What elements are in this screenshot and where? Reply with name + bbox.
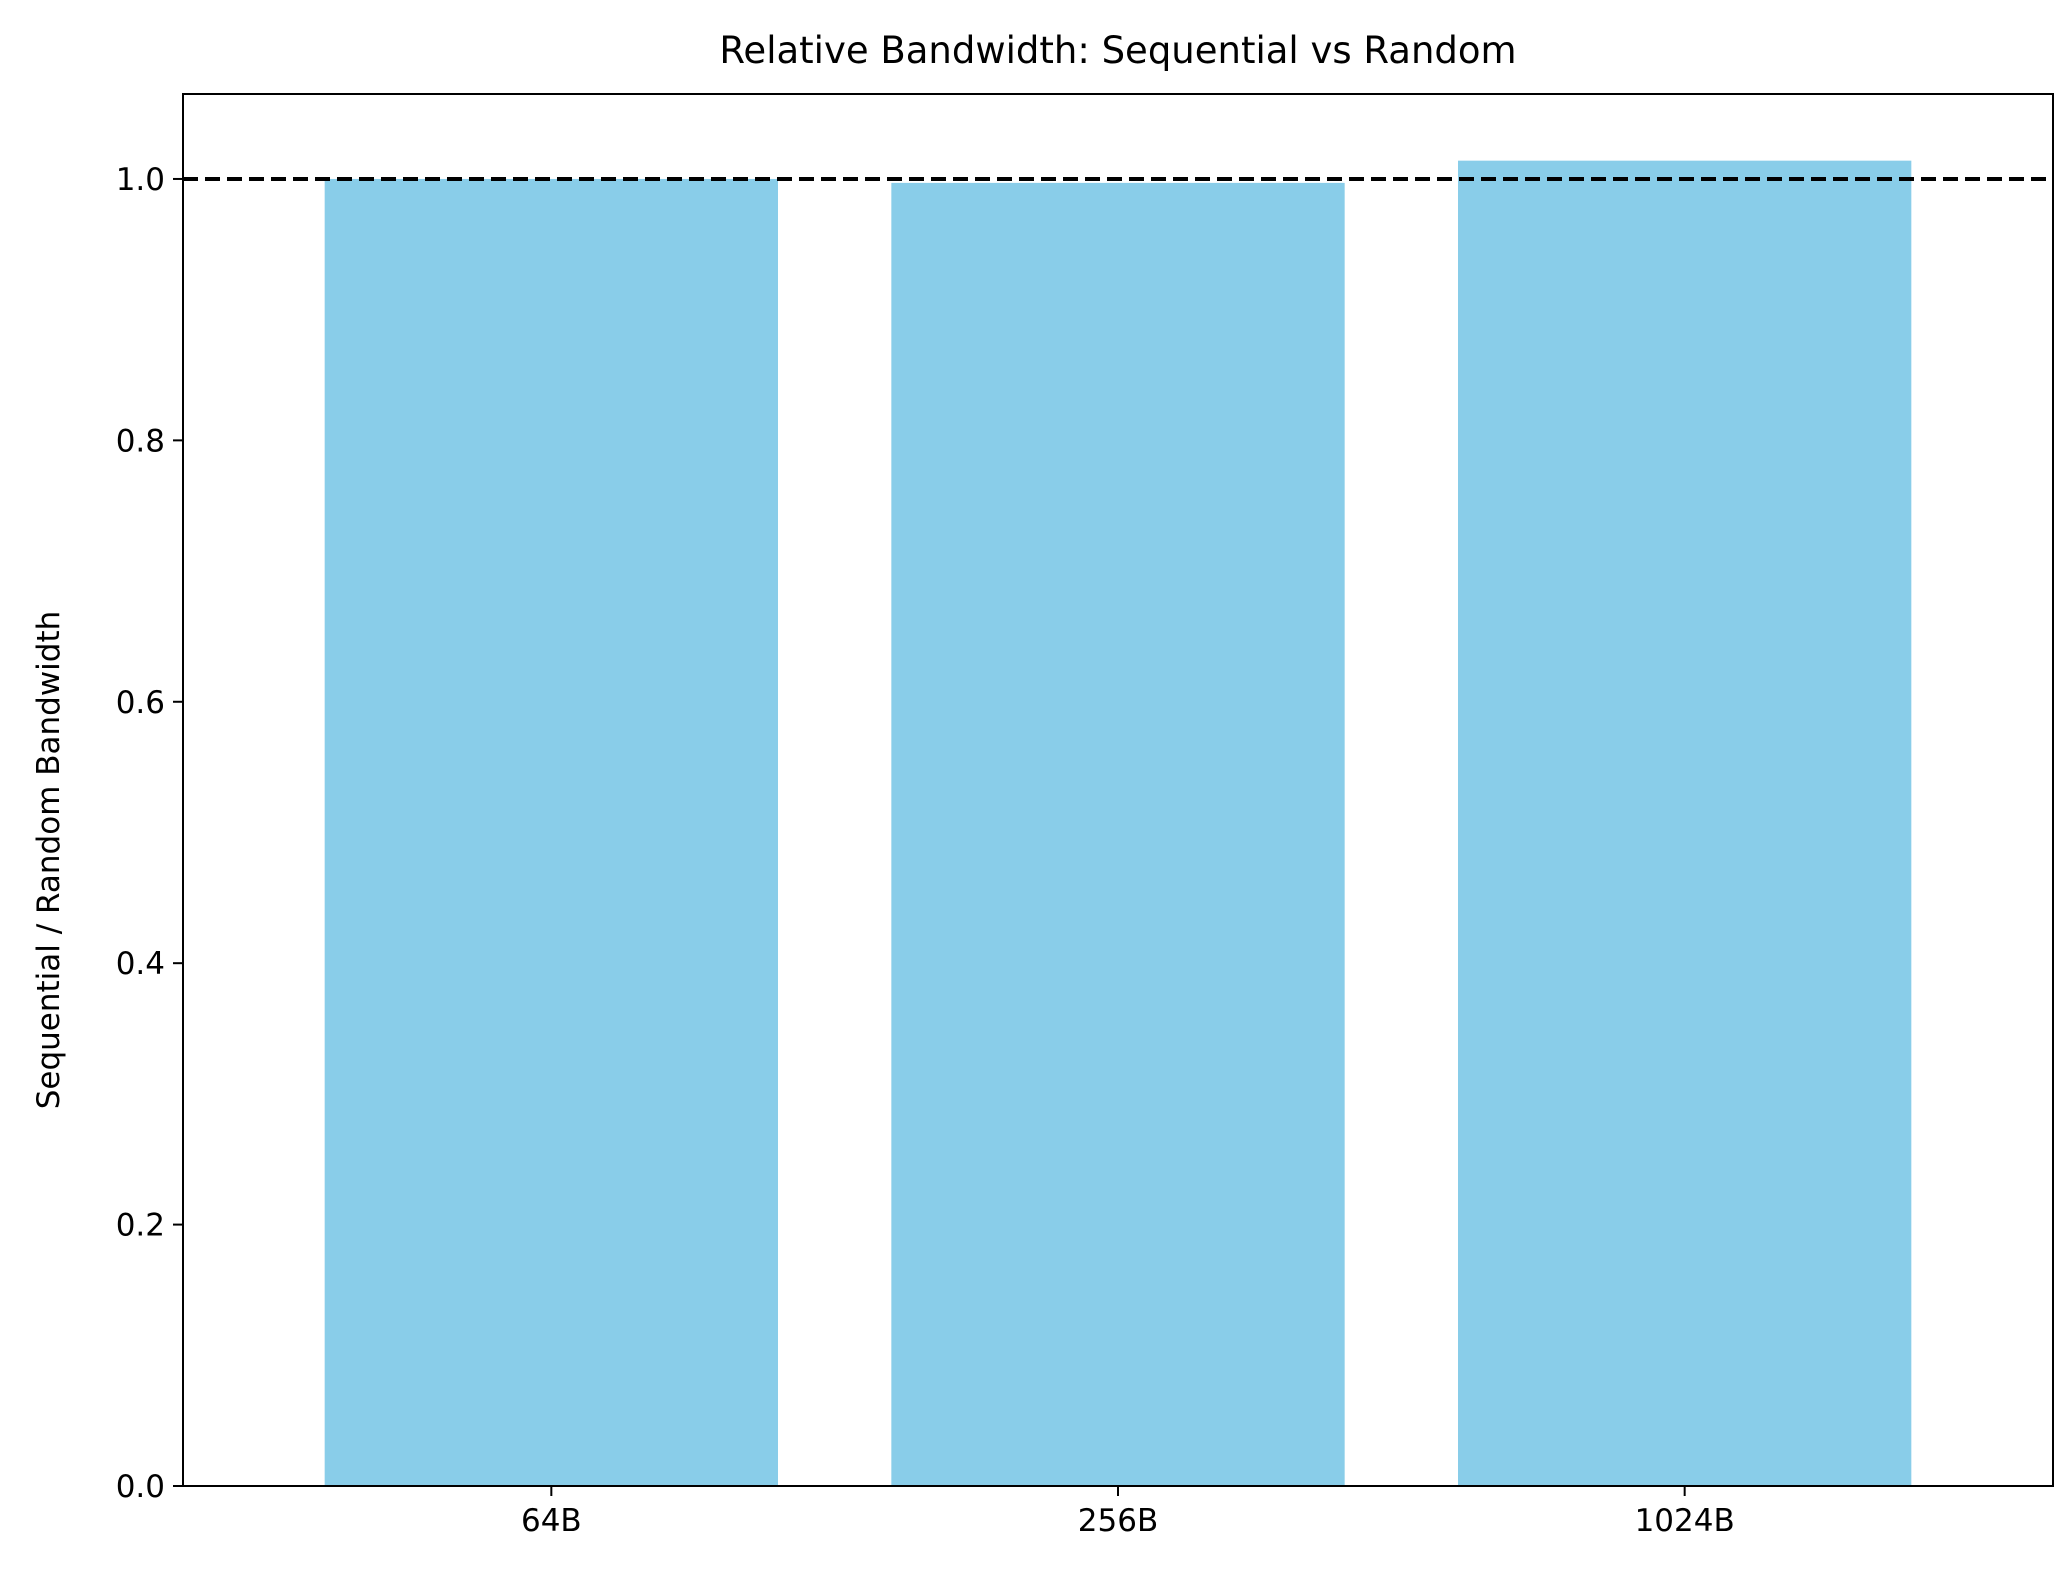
plot-area-frame: [182, 93, 2054, 1487]
bars: [324, 160, 1912, 1486]
x-tick-label: 64B: [521, 1503, 582, 1539]
y-axis-ticks: 0.0 0.2 0.4 0.6 0.8 1.0: [116, 162, 183, 1505]
x-tick-label: 256B: [1078, 1503, 1158, 1539]
x-axis-ticks: 64B 256B 1024B: [521, 1486, 1735, 1539]
y-tick-label: 0.2: [116, 1208, 165, 1244]
bar-256B: [891, 182, 1345, 1486]
y-tick-label: 0.0: [116, 1469, 165, 1505]
y-axis-label: Sequential / Random Bandwidth: [31, 611, 67, 1110]
y-tick-label: 0.8: [116, 423, 165, 459]
y-tick-label: 0.4: [116, 946, 165, 982]
chart-title: Relative Bandwidth: Sequential vs Random: [719, 29, 1516, 72]
y-tick-label: 1.0: [116, 162, 165, 198]
bar-64B: [324, 178, 778, 1486]
y-tick-label: 0.6: [116, 685, 165, 721]
x-tick-label: 1024B: [1635, 1503, 1735, 1539]
bar-1024B: [1458, 160, 1912, 1486]
